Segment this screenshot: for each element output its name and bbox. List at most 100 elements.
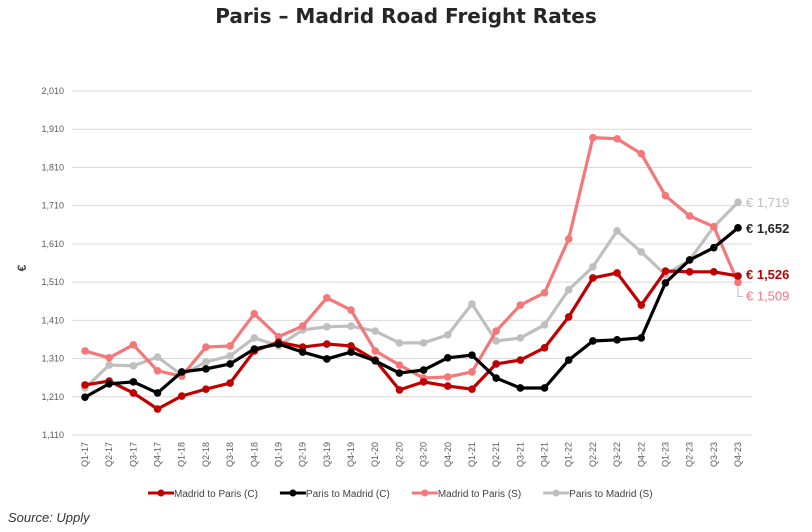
x-tick-label: Q1-23 [660,442,670,467]
data-point [443,331,452,339]
data-point [226,352,234,360]
data-point [298,348,307,356]
data-point [395,369,404,377]
series-line [84,269,739,411]
y-tick-label: 1,110 [42,430,64,440]
data-point [637,334,646,342]
data-point [129,378,138,386]
y-tick-label: 1,310 [41,354,64,364]
y-tick-label: 2,010 [41,86,64,96]
data-point [419,366,428,374]
x-tick-label: Q4-23 [733,442,743,467]
x-tick-label: Q1-19 [273,442,283,467]
data-point [129,362,138,370]
data-point [685,267,694,276]
data-point [540,289,549,297]
x-tick-label: Q1-17 [80,442,90,467]
data-point [395,386,404,394]
data-point [298,322,307,330]
x-tick-label: Q2-18 [201,442,211,467]
data-point [492,327,500,335]
x-tick-label: Q3-17 [128,442,138,467]
data-point [589,337,597,345]
data-point [516,384,525,392]
data-point [637,301,646,309]
data-point [710,222,718,231]
legend-label: Paris to Madrid (S) [569,489,652,500]
data-point [734,272,742,280]
data-point [323,340,331,348]
data-point [661,267,670,275]
data-point [661,191,670,200]
data-point [589,133,597,142]
data-point [589,274,597,282]
data-point [613,134,621,143]
x-tick-label: Q2-22 [588,442,598,467]
data-point [540,384,549,392]
data-point [564,285,573,294]
data-point [105,353,113,362]
x-tick-label: Q3-23 [709,442,719,467]
end-value-label: € 1,652 [746,221,789,236]
data-point [589,263,597,271]
data-point [443,382,452,390]
end-value-label: € 1,719 [746,195,789,210]
data-point [81,393,89,401]
data-point [564,235,573,243]
data-point [177,392,186,400]
data-point [613,269,621,277]
data-point [637,149,646,158]
legend-marker [421,489,429,497]
x-tick-label: Q2-19 [298,442,308,467]
data-point [153,405,162,413]
data-point [468,351,476,359]
data-point [443,373,452,381]
series-line [83,201,740,390]
data-point [81,347,89,355]
data-point [540,344,549,352]
data-point [637,248,646,256]
x-tick-label: Q4-22 [636,442,646,467]
x-tick-label: Q1-18 [177,442,187,467]
data-point [734,224,742,232]
x-tick-label: Q3-22 [612,442,622,467]
data-point [516,301,525,309]
x-tick-label: Q4-21 [540,442,550,467]
end-value-label: € 1,509 [746,288,789,303]
y-tick-label: 1,910 [41,124,64,134]
x-tick-label: Q1-21 [467,442,477,467]
data-point [347,322,355,330]
data-point [105,361,113,369]
data-point [347,342,355,350]
legend-label: Paris to Madrid (C) [306,489,390,500]
y-tick-label: 1,710 [41,201,64,211]
data-point [685,212,694,220]
data-point [613,227,621,235]
data-point [734,278,742,287]
series-line [84,226,740,399]
y-axis-label: € [15,264,29,271]
data-point [250,345,259,353]
data-point [153,389,162,397]
data-point [492,374,500,382]
x-tick-label: Q2-17 [104,442,114,467]
x-tick-label: Q3-18 [225,442,235,467]
data-point [613,336,621,344]
data-point [516,334,525,342]
x-tick-label: Q3-21 [515,442,525,467]
data-point [710,243,718,252]
data-point [685,256,694,264]
x-tick-label: Q2-21 [491,442,501,467]
x-tick-label: Q2-20 [394,442,404,467]
legend-marker [157,489,165,497]
data-point [564,356,573,364]
data-point [371,347,380,355]
data-point [202,358,210,366]
chart-title: Paris – Madrid Road Freight Rates [215,4,597,28]
data-point [710,267,718,276]
y-tick-label: 1,610 [41,239,64,249]
data-point [540,321,549,329]
data-point [468,300,476,308]
data-point [395,339,404,347]
x-tick-label: Q1-22 [564,442,574,467]
